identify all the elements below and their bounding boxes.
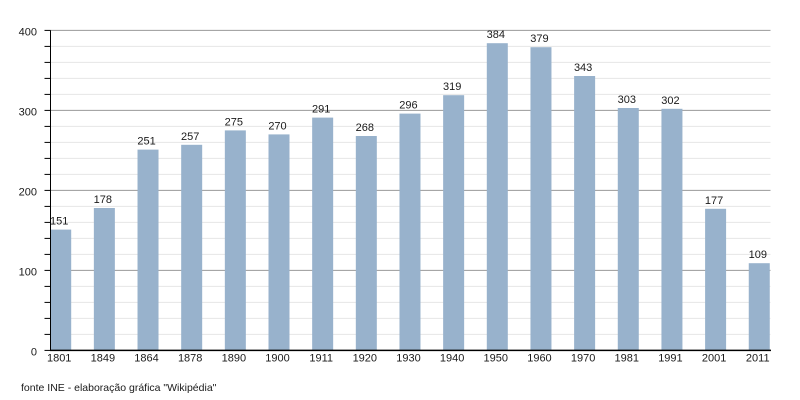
svg-text:319: 319 bbox=[443, 81, 461, 93]
svg-text:1878: 1878 bbox=[178, 353, 202, 365]
svg-text:275: 275 bbox=[225, 116, 243, 128]
svg-text:1960: 1960 bbox=[527, 353, 551, 365]
svg-text:2001: 2001 bbox=[702, 353, 726, 365]
svg-text:302: 302 bbox=[661, 95, 679, 107]
svg-text:1911: 1911 bbox=[309, 353, 333, 365]
svg-text:200: 200 bbox=[19, 186, 37, 198]
svg-text:100: 100 bbox=[19, 266, 37, 278]
svg-text:1864: 1864 bbox=[134, 353, 158, 365]
svg-text:1849: 1849 bbox=[91, 353, 115, 365]
svg-text:268: 268 bbox=[356, 122, 374, 134]
svg-text:2011: 2011 bbox=[746, 353, 770, 365]
svg-text:296: 296 bbox=[399, 100, 417, 112]
svg-text:300: 300 bbox=[19, 106, 37, 118]
svg-text:1991: 1991 bbox=[658, 353, 682, 365]
svg-text:1930: 1930 bbox=[396, 353, 420, 365]
svg-text:379: 379 bbox=[530, 33, 548, 45]
svg-text:1981: 1981 bbox=[615, 353, 639, 365]
svg-text:1970: 1970 bbox=[571, 353, 595, 365]
svg-text:343: 343 bbox=[574, 62, 592, 74]
svg-text:fonte INE - elaboração gráfica: fonte INE - elaboração gráfica "Wikipédi… bbox=[21, 382, 217, 394]
svg-text:270: 270 bbox=[268, 120, 286, 132]
svg-text:251: 251 bbox=[137, 136, 155, 148]
svg-text:178: 178 bbox=[94, 194, 112, 206]
svg-text:177: 177 bbox=[705, 195, 723, 207]
svg-text:151: 151 bbox=[50, 216, 68, 228]
svg-text:1940: 1940 bbox=[440, 353, 464, 365]
svg-text:0: 0 bbox=[31, 346, 37, 358]
svg-text:1950: 1950 bbox=[484, 353, 508, 365]
svg-text:1801: 1801 bbox=[47, 353, 71, 365]
svg-text:384: 384 bbox=[487, 29, 505, 41]
svg-text:1890: 1890 bbox=[222, 353, 246, 365]
svg-text:303: 303 bbox=[618, 94, 636, 106]
svg-text:291: 291 bbox=[312, 104, 330, 116]
svg-text:109: 109 bbox=[749, 249, 767, 261]
svg-text:400: 400 bbox=[19, 26, 37, 38]
svg-text:1920: 1920 bbox=[353, 353, 377, 365]
svg-text:257: 257 bbox=[181, 131, 199, 143]
svg-text:1900: 1900 bbox=[265, 353, 289, 365]
